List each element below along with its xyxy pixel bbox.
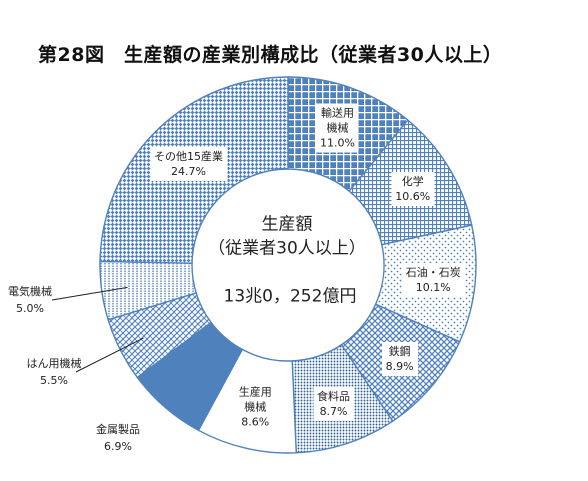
slice-label-4: 食料品 8.7%	[313, 386, 355, 421]
slice-name-9: その他15産業	[154, 149, 224, 163]
slice-value-8: 5.0%	[16, 302, 44, 315]
slice-name-4: 食料品	[317, 389, 351, 403]
slice-label-3: 鉄鋼 8.9%	[381, 342, 418, 377]
slice-value-2: 10.1%	[415, 281, 451, 295]
slice-value-7: 5.5%	[40, 374, 68, 387]
center-title: 生産額	[261, 214, 313, 235]
slice-name-0: 機械	[326, 121, 349, 135]
center-total: 13兆0，252億円	[223, 286, 357, 307]
slice-label-0: 輸送用 機械 11.0%	[315, 103, 359, 153]
slice-value-5: 8.6%	[241, 415, 270, 429]
slice-name-1: 化学	[401, 175, 424, 189]
slice-value-0: 11.0%	[319, 136, 355, 150]
slice-value-4: 8.7%	[319, 404, 348, 418]
slice-name-2: 石油・石炭	[405, 266, 461, 280]
slice-label-7: はん用機械 5.5%	[19, 355, 89, 389]
slice-value-3: 8.9%	[385, 360, 414, 374]
slice-value-9: 24.7%	[171, 164, 206, 178]
slice-label-2: 石油・石炭 10.1%	[401, 263, 465, 298]
slice-name-5: 生産用	[238, 385, 272, 399]
center-subtitle: （従業者30人以上）	[208, 238, 366, 259]
slice-name-8: 電気機械	[8, 285, 52, 298]
leader-line-8	[51, 286, 128, 301]
slice-value-1: 10.6%	[395, 190, 431, 204]
slice-label-8: 電気機械 5.0%	[0, 283, 65, 317]
slice-name-6: 金属製品	[96, 423, 140, 436]
slice-name-5: 機械	[244, 400, 267, 414]
slice-value-6: 6.9%	[104, 440, 132, 453]
slice-label-9: その他15産業 24.7%	[150, 146, 228, 181]
chart-title: 第28図 生産額の産業別構成比（従業者30人以上）	[38, 44, 503, 66]
slice-label-6: 金属製品 6.9%	[83, 421, 153, 455]
slice-label-5: 生産用 機械 8.6%	[234, 382, 276, 432]
leader-line-7	[75, 337, 144, 373]
slice-name-3: 鉄鋼	[388, 345, 411, 359]
slice-name-7: はん用機械	[26, 357, 82, 370]
slice-name-0: 輸送用	[320, 106, 354, 120]
slice-label-1: 化学 10.6%	[391, 172, 435, 207]
